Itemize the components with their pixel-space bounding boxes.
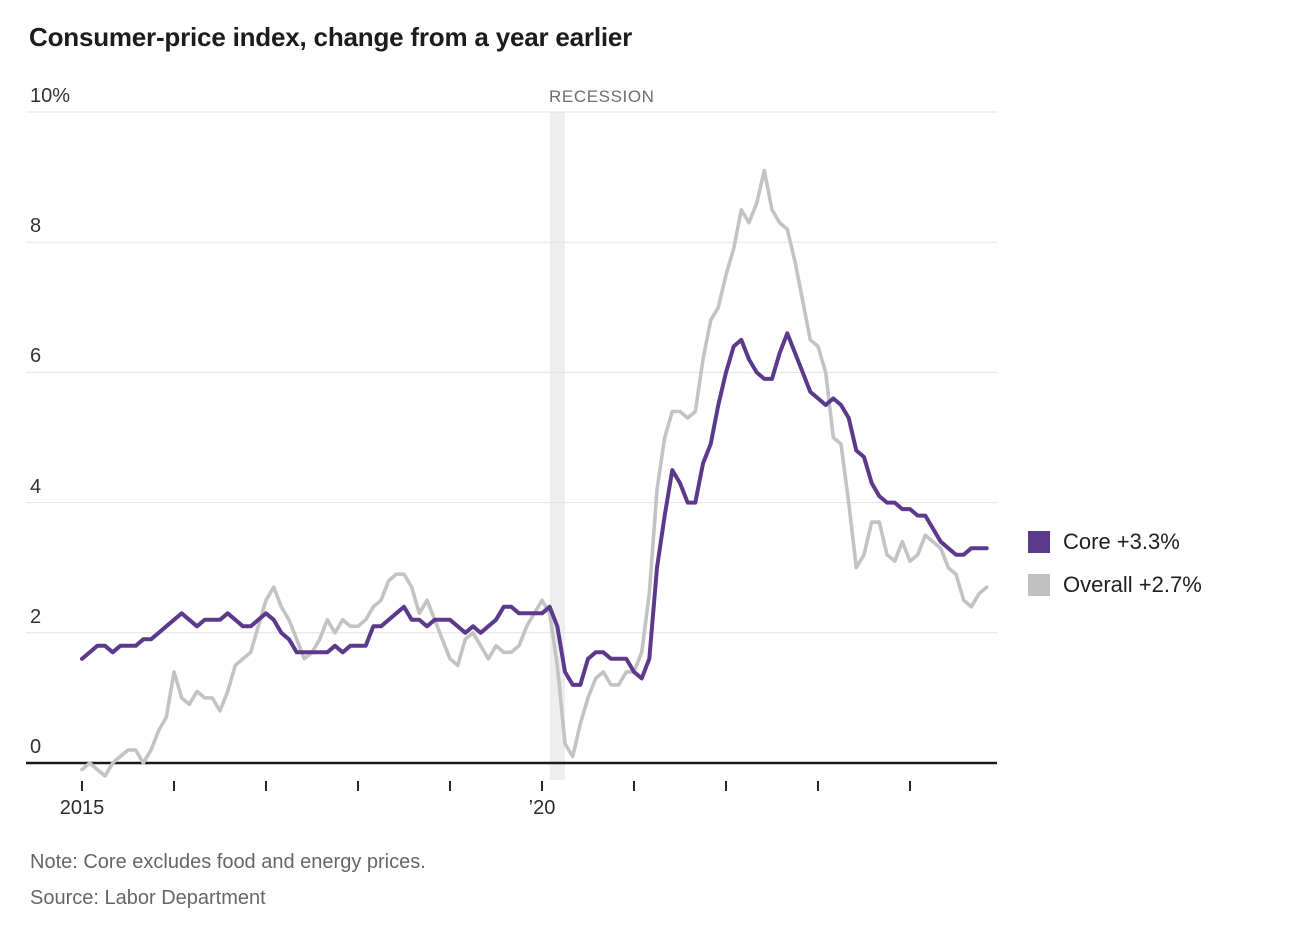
y-axis-label-4: 4 [30,476,46,499]
legend-item-core: Core +3.3% [1028,529,1202,555]
y-axis-label-6: 6 [30,345,46,368]
legend: Core +3.3% Overall +2.7% [1028,529,1202,598]
chart-title: Consumer-price index, change from a year… [29,22,633,52]
overall-legend-label: Overall +2.7% [1063,572,1202,597]
chart-note: Note: Core excludes food and energy pric… [30,851,426,873]
series-overall-line [80,168,989,778]
y-axis-label-8: 8 [30,215,46,238]
y-axis-label-10: 10% [30,85,75,108]
y-axis-label-2: 2 [30,606,46,629]
y-axis-label-0: 0 [30,736,46,759]
series-core-line [80,331,989,687]
x-axis-label-2015: 2015 [59,797,105,819]
x-axis-label-2020: ’20 [528,797,556,819]
chart-source: Source: Labor Department [30,887,266,909]
recession-label: RECESSION [549,87,655,106]
core-swatch [1028,531,1050,553]
overall-swatch [1028,574,1050,596]
core-legend-label: Core +3.3% [1063,529,1180,554]
legend-item-overall: Overall +2.7% [1028,572,1202,598]
